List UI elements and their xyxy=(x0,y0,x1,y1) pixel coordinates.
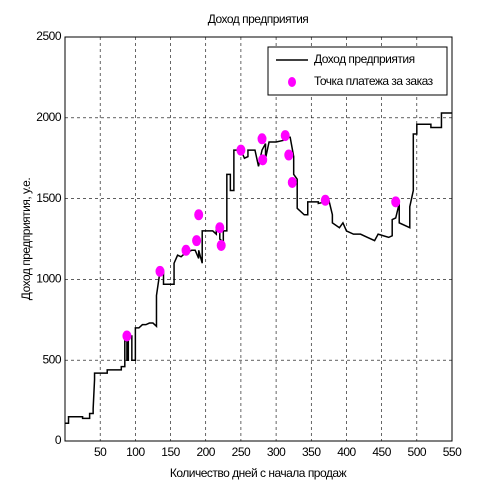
x-axis-label: Количество дней с начала продаж xyxy=(170,466,347,480)
plot-frame xyxy=(64,36,453,442)
x-tick-label: 50 xyxy=(94,445,107,459)
legend-box xyxy=(267,46,448,96)
data-point xyxy=(257,133,267,145)
data-point xyxy=(155,265,165,277)
y-tick-label: 500 xyxy=(42,352,61,366)
data-point xyxy=(215,222,225,234)
x-tick-label: 100 xyxy=(126,445,145,459)
x-tick-label: 500 xyxy=(408,445,427,459)
x-tick-label: 250 xyxy=(232,445,251,459)
data-point xyxy=(194,209,204,221)
legend-label: Доход предприятия xyxy=(314,52,415,66)
data-point xyxy=(192,235,202,247)
data-point xyxy=(287,176,297,188)
legend-swatch xyxy=(288,77,296,87)
x-tick-label: 350 xyxy=(302,445,321,459)
x-tick-label: 200 xyxy=(196,445,215,459)
y-tick-label: 1500 xyxy=(36,191,62,205)
data-point xyxy=(320,194,330,206)
data-point xyxy=(284,149,294,161)
x-tick-label: 300 xyxy=(267,445,286,459)
data-point xyxy=(216,239,226,251)
legend-label: Точка платежа за заказ xyxy=(314,74,434,88)
x-tick-label: 450 xyxy=(372,445,391,459)
data-line xyxy=(65,112,452,424)
chart-title: Доход предприятия xyxy=(208,12,309,26)
data-point xyxy=(181,244,191,256)
y-tick-label: 2000 xyxy=(36,110,62,124)
y-tick-label: 0 xyxy=(55,433,62,447)
x-tick-label: 400 xyxy=(337,445,356,459)
y-tick-label: 2500 xyxy=(36,29,62,43)
data-point xyxy=(258,154,268,166)
y-axis-label: Доход предприятия, у.е. xyxy=(19,178,33,301)
data-point xyxy=(391,196,401,208)
data-point xyxy=(236,144,246,156)
x-tick-label: 150 xyxy=(161,445,180,459)
data-point xyxy=(122,330,132,342)
y-tick-label: 1000 xyxy=(36,272,62,286)
data-point xyxy=(280,130,290,142)
x-tick-label: 550 xyxy=(443,445,462,459)
